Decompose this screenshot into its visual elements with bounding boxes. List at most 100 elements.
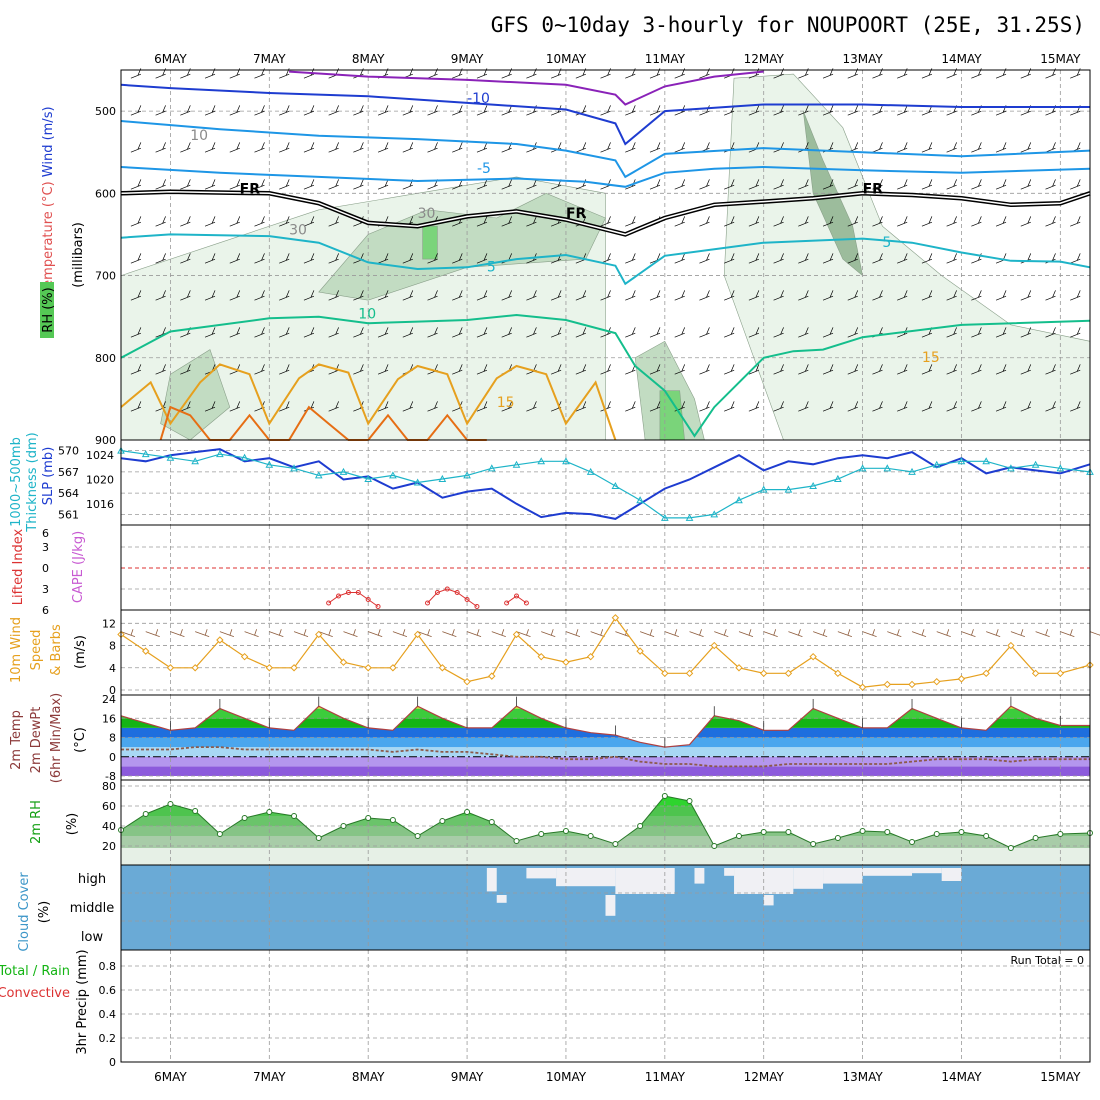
axis-label-total-rain: Total / Rain bbox=[0, 964, 70, 979]
rh-point bbox=[661, 793, 668, 799]
wind-barb bbox=[847, 290, 859, 301]
lifted-index-point bbox=[434, 590, 440, 595]
wind-speed-point bbox=[265, 664, 274, 672]
rh-point bbox=[1007, 845, 1014, 851]
rh-point bbox=[266, 809, 273, 815]
axis-label-speed: Speed bbox=[29, 630, 44, 671]
wind-barb bbox=[872, 253, 883, 264]
contour-label: 10 bbox=[358, 306, 376, 322]
wind-barb bbox=[303, 142, 315, 153]
temperature-tick: 0 bbox=[109, 751, 116, 764]
wind-barb bbox=[600, 364, 611, 375]
wind-barb bbox=[847, 401, 859, 412]
wind-barb bbox=[353, 142, 364, 153]
top-day-labels: 6MAY 7MAY 8MAY 9MAY 10MAY 11MAY 12MAY 13MAY 14MA… bbox=[154, 52, 1081, 66]
wind-barb bbox=[476, 401, 488, 412]
wind-barb bbox=[145, 629, 160, 638]
wind-barb bbox=[995, 179, 1007, 190]
wind-barb bbox=[155, 142, 166, 153]
high-cloud-bar bbox=[862, 868, 913, 876]
rh-point bbox=[389, 817, 396, 823]
rh-point bbox=[167, 801, 174, 807]
isotherm-line bbox=[120, 233, 1091, 286]
wind-speed-point bbox=[685, 669, 694, 678]
pressure-tick: 700 bbox=[95, 270, 116, 283]
panel-frame bbox=[120, 609, 1091, 696]
wind-barb bbox=[798, 401, 809, 412]
wind-barb bbox=[279, 290, 290, 301]
wind-barb bbox=[204, 142, 216, 153]
wind-barb bbox=[1020, 401, 1032, 412]
wind-barb bbox=[798, 327, 809, 338]
wind-barb bbox=[773, 179, 784, 190]
wind-speed-point bbox=[191, 664, 199, 672]
rh-point bbox=[859, 828, 866, 834]
precip-panel: 0.8 0.6 0.4 0.2 0 Total / Rain Convective 3hr P… bbox=[0, 949, 1091, 1069]
wind-barb bbox=[155, 364, 166, 375]
wind-barb bbox=[130, 142, 142, 153]
axis-label-lifted: Lifted Index bbox=[11, 528, 26, 605]
wind-barb bbox=[501, 327, 513, 338]
wind-barb bbox=[575, 401, 587, 412]
rh-legend-swatch bbox=[40, 282, 54, 338]
wind-barb bbox=[773, 105, 784, 116]
wind-barb bbox=[130, 364, 142, 375]
wind-barb bbox=[971, 364, 982, 375]
wind-barb bbox=[921, 179, 933, 190]
wind-barb bbox=[724, 290, 735, 301]
wind-speed-point bbox=[389, 664, 397, 672]
wind-speed-point bbox=[834, 669, 842, 678]
cloud-row-label: middle bbox=[70, 901, 114, 916]
thickness-point bbox=[908, 467, 916, 475]
wind-barb bbox=[368, 629, 383, 638]
rh-point bbox=[562, 828, 569, 834]
wind-barb bbox=[748, 105, 760, 116]
wind-speed-point bbox=[562, 658, 570, 666]
cloud-row-label: low bbox=[81, 930, 104, 945]
wind-barb bbox=[897, 142, 908, 153]
wind-barb bbox=[452, 327, 463, 338]
wind-speed-point bbox=[933, 677, 941, 686]
wind-barb bbox=[476, 142, 488, 153]
axis-label-wind-units: (m/s) bbox=[73, 635, 88, 669]
wind-speed-point bbox=[784, 669, 793, 678]
top-day-label: 10MAY bbox=[546, 52, 587, 66]
wind-barb bbox=[120, 629, 136, 638]
wind-barb bbox=[550, 364, 562, 375]
wind-barb bbox=[303, 216, 315, 227]
wind-speed-point bbox=[982, 669, 990, 678]
wind-barb bbox=[130, 327, 142, 338]
wind-barb bbox=[279, 364, 290, 375]
wind-barb bbox=[1045, 401, 1056, 412]
wind-barb bbox=[476, 290, 488, 301]
axis-label-temp: 2m Temp bbox=[9, 710, 24, 770]
wind-barb bbox=[971, 142, 982, 153]
wind-barb bbox=[476, 364, 488, 375]
wind-barb bbox=[476, 105, 488, 116]
wind-barb bbox=[946, 253, 957, 264]
wind-barb bbox=[946, 401, 957, 412]
rh-point bbox=[587, 833, 594, 839]
wind-barb bbox=[748, 290, 760, 301]
rh-band bbox=[121, 836, 1090, 848]
wind-barb bbox=[674, 401, 686, 412]
wind-barb bbox=[649, 327, 661, 338]
wind-barb bbox=[550, 327, 562, 338]
wind-barb bbox=[526, 327, 537, 338]
lifted-index-tick: 3 bbox=[42, 583, 49, 596]
wind-speed-point bbox=[166, 664, 175, 672]
wind-barb bbox=[600, 290, 611, 301]
wind-speed-point bbox=[586, 652, 595, 661]
wind-barb bbox=[377, 364, 389, 375]
high-cloud-bar bbox=[486, 868, 497, 892]
wind-barb bbox=[353, 105, 364, 116]
bottom-day-label: 8MAY bbox=[352, 1070, 385, 1084]
rh-tick: 60 bbox=[102, 800, 116, 813]
high-cloud-bar bbox=[724, 868, 735, 876]
wind-barb bbox=[699, 364, 710, 375]
wind-barb bbox=[1045, 327, 1056, 338]
wind-barb bbox=[822, 105, 834, 116]
wind-barb bbox=[476, 327, 488, 338]
wind-barb bbox=[724, 253, 735, 264]
